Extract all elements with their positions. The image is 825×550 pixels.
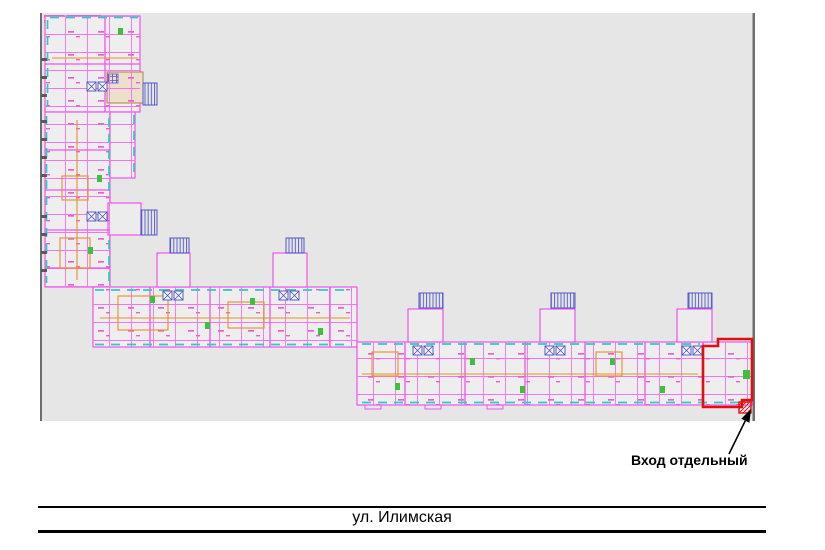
fixtures (88, 28, 750, 393)
entrance-arrow (728, 409, 751, 455)
corridor-lines (52, 57, 698, 377)
balconies (364, 404, 504, 410)
street-line-top (38, 506, 766, 508)
glazing-lines (45, 16, 746, 404)
arrowhead-icon (741, 409, 751, 423)
entrance-label: Вход отдельный (631, 452, 748, 468)
highlighted-unit-outline (701, 337, 754, 409)
street-name-label: ул. Илимская (352, 509, 452, 526)
canvas-right-border (752, 13, 755, 421)
stair-hatch (140, 82, 713, 309)
street-line-bottom (38, 530, 766, 533)
separate-entrance-marker (738, 401, 752, 414)
